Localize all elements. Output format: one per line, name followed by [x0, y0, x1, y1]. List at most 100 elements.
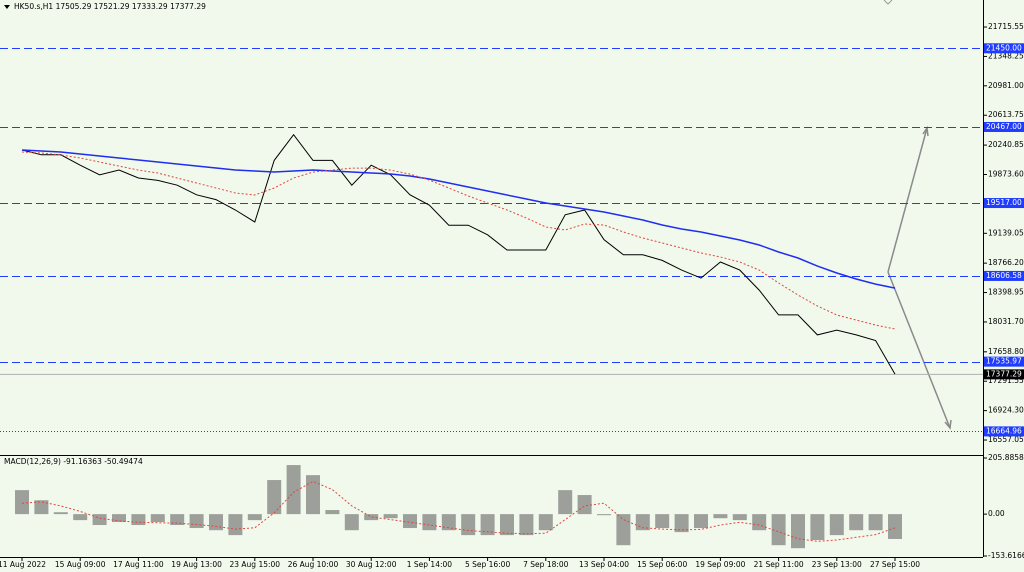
level-label: 18606.58	[986, 271, 1022, 280]
y-tick-label: 0.00	[988, 509, 1005, 518]
macd-bar	[829, 514, 844, 536]
level-label-bg	[984, 43, 1024, 54]
macd-bar	[150, 514, 165, 523]
macd-bar	[791, 514, 805, 549]
x-tick-label: 13 Sep 04:00	[579, 560, 629, 569]
x-tick-label: 11 Aug 2022	[0, 560, 46, 569]
macd-bar	[364, 514, 379, 521]
macd-bar	[112, 514, 126, 523]
macd-bar	[383, 514, 398, 519]
moving-average	[21, 149, 896, 289]
macd-bar	[92, 514, 107, 526]
x-tick-label: 19 Sep 09:00	[695, 560, 745, 569]
macd-bar	[228, 514, 243, 536]
x-tick-label: 23 Aug 15:00	[230, 560, 281, 569]
y-tick-label: -153.61665	[988, 551, 1024, 560]
x-tick-label: 23 Sep 13:00	[812, 560, 862, 569]
macd-bar	[674, 514, 689, 533]
macd-bar	[325, 510, 340, 515]
y-tick-label: 20613.75	[988, 110, 1024, 119]
macd-bar	[247, 514, 262, 521]
macd-bar	[500, 514, 514, 536]
current-price-label: 17377.29	[986, 369, 1022, 378]
x-tick-label: 15 Sep 06:00	[637, 560, 687, 569]
macd-bar	[403, 514, 417, 529]
macd-bar	[732, 514, 747, 521]
x-tick-label: 27 Sep 15:00	[870, 560, 920, 569]
macd-bar	[577, 495, 592, 515]
macd-title: MACD(12,26,9) -91.16363 -50.49474	[4, 457, 143, 466]
level-label-bg	[984, 121, 1024, 132]
y-tick-label: 16924.30	[988, 406, 1024, 415]
macd-bar	[752, 514, 767, 531]
arrow-down	[887, 271, 951, 429]
level-label: 19517.00	[986, 198, 1022, 207]
macd-bar	[131, 514, 146, 526]
x-tick-label: 19 Aug 13:00	[171, 560, 222, 569]
y-tick-label: 20981.00	[988, 81, 1024, 90]
x-tick-label: 5 Sep 16:00	[465, 560, 511, 569]
price-line	[21, 133, 896, 375]
level-label-bg	[984, 270, 1024, 281]
y-tick-label: 20240.85	[988, 140, 1024, 149]
y-tick-label: 21715.55	[988, 22, 1024, 31]
macd-bar	[694, 514, 708, 529]
y-tick-label: 205.88584	[988, 453, 1024, 462]
y-tick-label: 19873.60	[988, 169, 1024, 178]
arrow-up	[887, 127, 928, 273]
y-tick-label: 17658.80	[988, 347, 1024, 356]
macd-bar	[15, 490, 29, 515]
macd-bar	[461, 514, 476, 536]
chart-title: HK50.s,H1 17505.29 17521.29 17333.29 173…	[14, 2, 206, 11]
y-tick-label: 18766.20	[988, 258, 1024, 267]
macd-bar	[519, 514, 534, 536]
macd-bar	[344, 514, 359, 531]
level-label-bg	[984, 356, 1024, 367]
macd-bar	[810, 514, 825, 541]
macd-bar	[422, 514, 437, 531]
macd-bar	[170, 514, 185, 526]
moving-average	[21, 151, 896, 330]
header-arrow	[4, 5, 10, 9]
macd-bar	[616, 514, 631, 546]
macd-bar	[888, 514, 902, 539]
y-tick-label: 18031.70	[988, 317, 1024, 326]
level-label: 17535.97	[986, 357, 1022, 366]
macd-bar	[306, 475, 320, 515]
x-tick-label: 21 Sep 11:00	[754, 560, 804, 569]
macd-bar	[267, 480, 282, 515]
macd-bar	[73, 514, 88, 521]
y-tick-label: 16557.05	[988, 435, 1024, 444]
level-label: 16664.96	[986, 426, 1022, 435]
arrow-down-head	[944, 419, 952, 430]
macd-bar	[286, 465, 301, 515]
level-label: 20467.00	[986, 122, 1022, 131]
x-tick-label: 30 Aug 12:00	[346, 560, 397, 569]
signal-line	[21, 480, 896, 542]
x-tick-label: 26 Aug 10:00	[288, 560, 339, 569]
macd-bar	[771, 514, 786, 546]
macd-bar	[53, 512, 68, 515]
macd-bar	[441, 514, 456, 531]
projection-arrows	[887, 125, 952, 430]
level-label-bg	[984, 198, 1024, 209]
macd-bar	[597, 514, 611, 516]
y-tick-label: 21348.25	[988, 51, 1024, 60]
current-price-bg	[984, 369, 1024, 380]
macd-bar	[558, 490, 573, 515]
y-tick-label: 19139.05	[988, 228, 1024, 237]
macd-bar	[480, 514, 495, 536]
macd-bar	[713, 514, 728, 519]
macd-bar	[189, 514, 204, 529]
macd-bar	[209, 514, 223, 531]
x-tick-label: 1 Sep 14:00	[407, 560, 453, 569]
x-tick-label: 17 Aug 11:00	[113, 560, 164, 569]
macd-bar	[655, 514, 670, 529]
level-label-bg	[984, 426, 1024, 437]
macd-bar	[538, 514, 553, 531]
y-tick-label: 18398.95	[988, 288, 1024, 297]
y-tick-label: 17291.55	[988, 376, 1024, 385]
macd-bar	[34, 500, 49, 515]
